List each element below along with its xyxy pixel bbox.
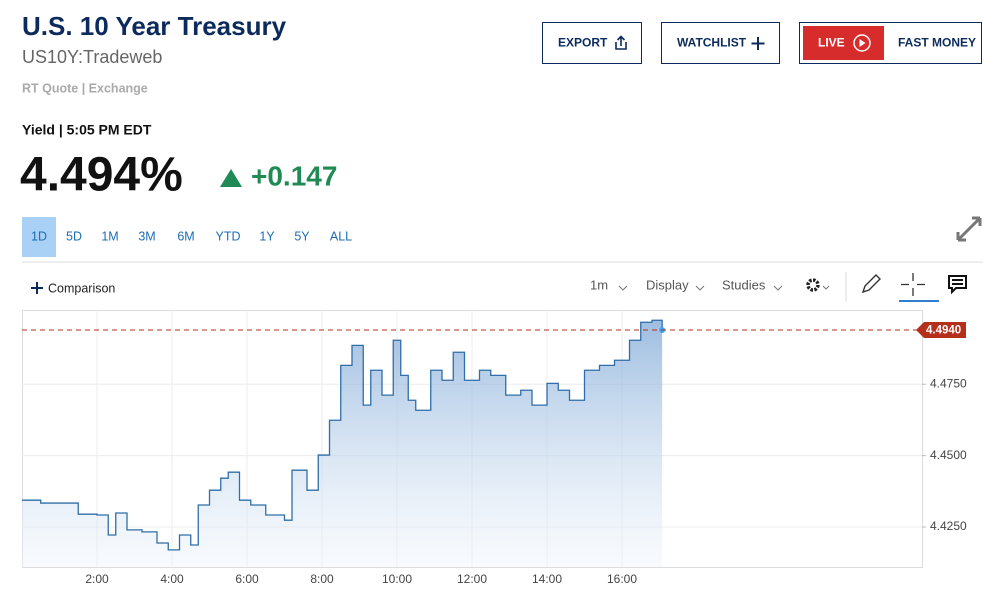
plus-icon[interactable]: [31, 282, 43, 294]
button-frame: [542, 22, 642, 64]
studies-menu[interactable]: Studies: [722, 277, 766, 292]
live-label: LIVE: [818, 36, 845, 50]
period-tab[interactable]: 1Y: [259, 229, 275, 243]
quote-price: 4.494%: [20, 149, 183, 202]
period-tab[interactable]: 1M: [101, 229, 118, 243]
up-arrow: [220, 169, 242, 187]
quote-time: Yield | 5:05 PM EDT: [22, 122, 152, 138]
x-tick-label: 2:00: [85, 572, 109, 586]
period-tab[interactable]: YTD: [216, 229, 241, 243]
plus-icon: [751, 37, 765, 50]
chart: 2:00 4:00 6:00 8:00 10:00 12:00 14:00 16:00 4.42…: [22, 310, 967, 586]
display-menu[interactable]: Display: [646, 277, 689, 292]
y-tick-label: 4.4250: [930, 519, 967, 533]
draw-icon[interactable]: [861, 274, 881, 294]
comparison-button[interactable]: Comparison: [48, 281, 115, 295]
chevron: [773, 285, 783, 291]
period-tab[interactable]: 1D: [31, 229, 47, 243]
x-tick-label: 16:00: [607, 572, 637, 586]
page-title: U.S. 10 Year Treasury: [22, 11, 287, 41]
period-tab[interactable]: 6M: [177, 229, 194, 243]
expand-icon[interactable]: [956, 216, 982, 242]
period-tab[interactable]: 5D: [66, 229, 82, 243]
export-icon: [615, 35, 627, 50]
chevron: [618, 285, 628, 291]
x-tick-label: 14:00: [532, 572, 562, 586]
x-tick-label: 8:00: [310, 572, 334, 586]
button-label: WATCHLIST: [677, 36, 747, 50]
chevron: [695, 285, 705, 291]
source: RT Quote | Exchange: [22, 81, 148, 95]
comment-icon[interactable]: [948, 275, 967, 295]
area: [22, 320, 663, 567]
quote-change: +0.147: [251, 160, 337, 191]
live-button[interactable]: LIVE FAST MONEY: [799, 22, 982, 64]
period-tabs: 1D 5D 1M 3M 6M YTD 1Y 5Y ALL: [31, 229, 352, 243]
show-label: FAST MONEY: [898, 36, 976, 50]
price-tag: [916, 321, 966, 338]
period-tab[interactable]: 5Y: [294, 229, 310, 243]
x-tick-label: 10:00: [382, 572, 412, 586]
export-button[interactable]: EXPORT: [542, 22, 642, 64]
period-tab[interactable]: 3M: [138, 229, 155, 243]
x-tick-label: 12:00: [457, 572, 487, 586]
y-tick-label: 4.4750: [930, 376, 967, 390]
settings-icon[interactable]: [806, 278, 830, 292]
button-label: EXPORT: [558, 36, 608, 50]
x-tick-label: 4:00: [160, 572, 184, 586]
x-tick-label: 6:00: [235, 572, 259, 586]
play-icon: [859, 39, 866, 47]
price-tag-label: 4.4940: [926, 325, 961, 337]
period-tab[interactable]: ALL: [330, 229, 352, 243]
line: [22, 319, 663, 551]
symbol: US10Y:Tradeweb: [22, 47, 162, 67]
play-icon: [853, 34, 871, 52]
y-tick-label: 4.4500: [930, 448, 967, 462]
crosshair-icon[interactable]: [901, 273, 925, 296]
interval-select[interactable]: 1m: [590, 277, 608, 292]
active-tab: [22, 217, 56, 257]
watchlist-button[interactable]: WATCHLIST: [661, 22, 780, 64]
